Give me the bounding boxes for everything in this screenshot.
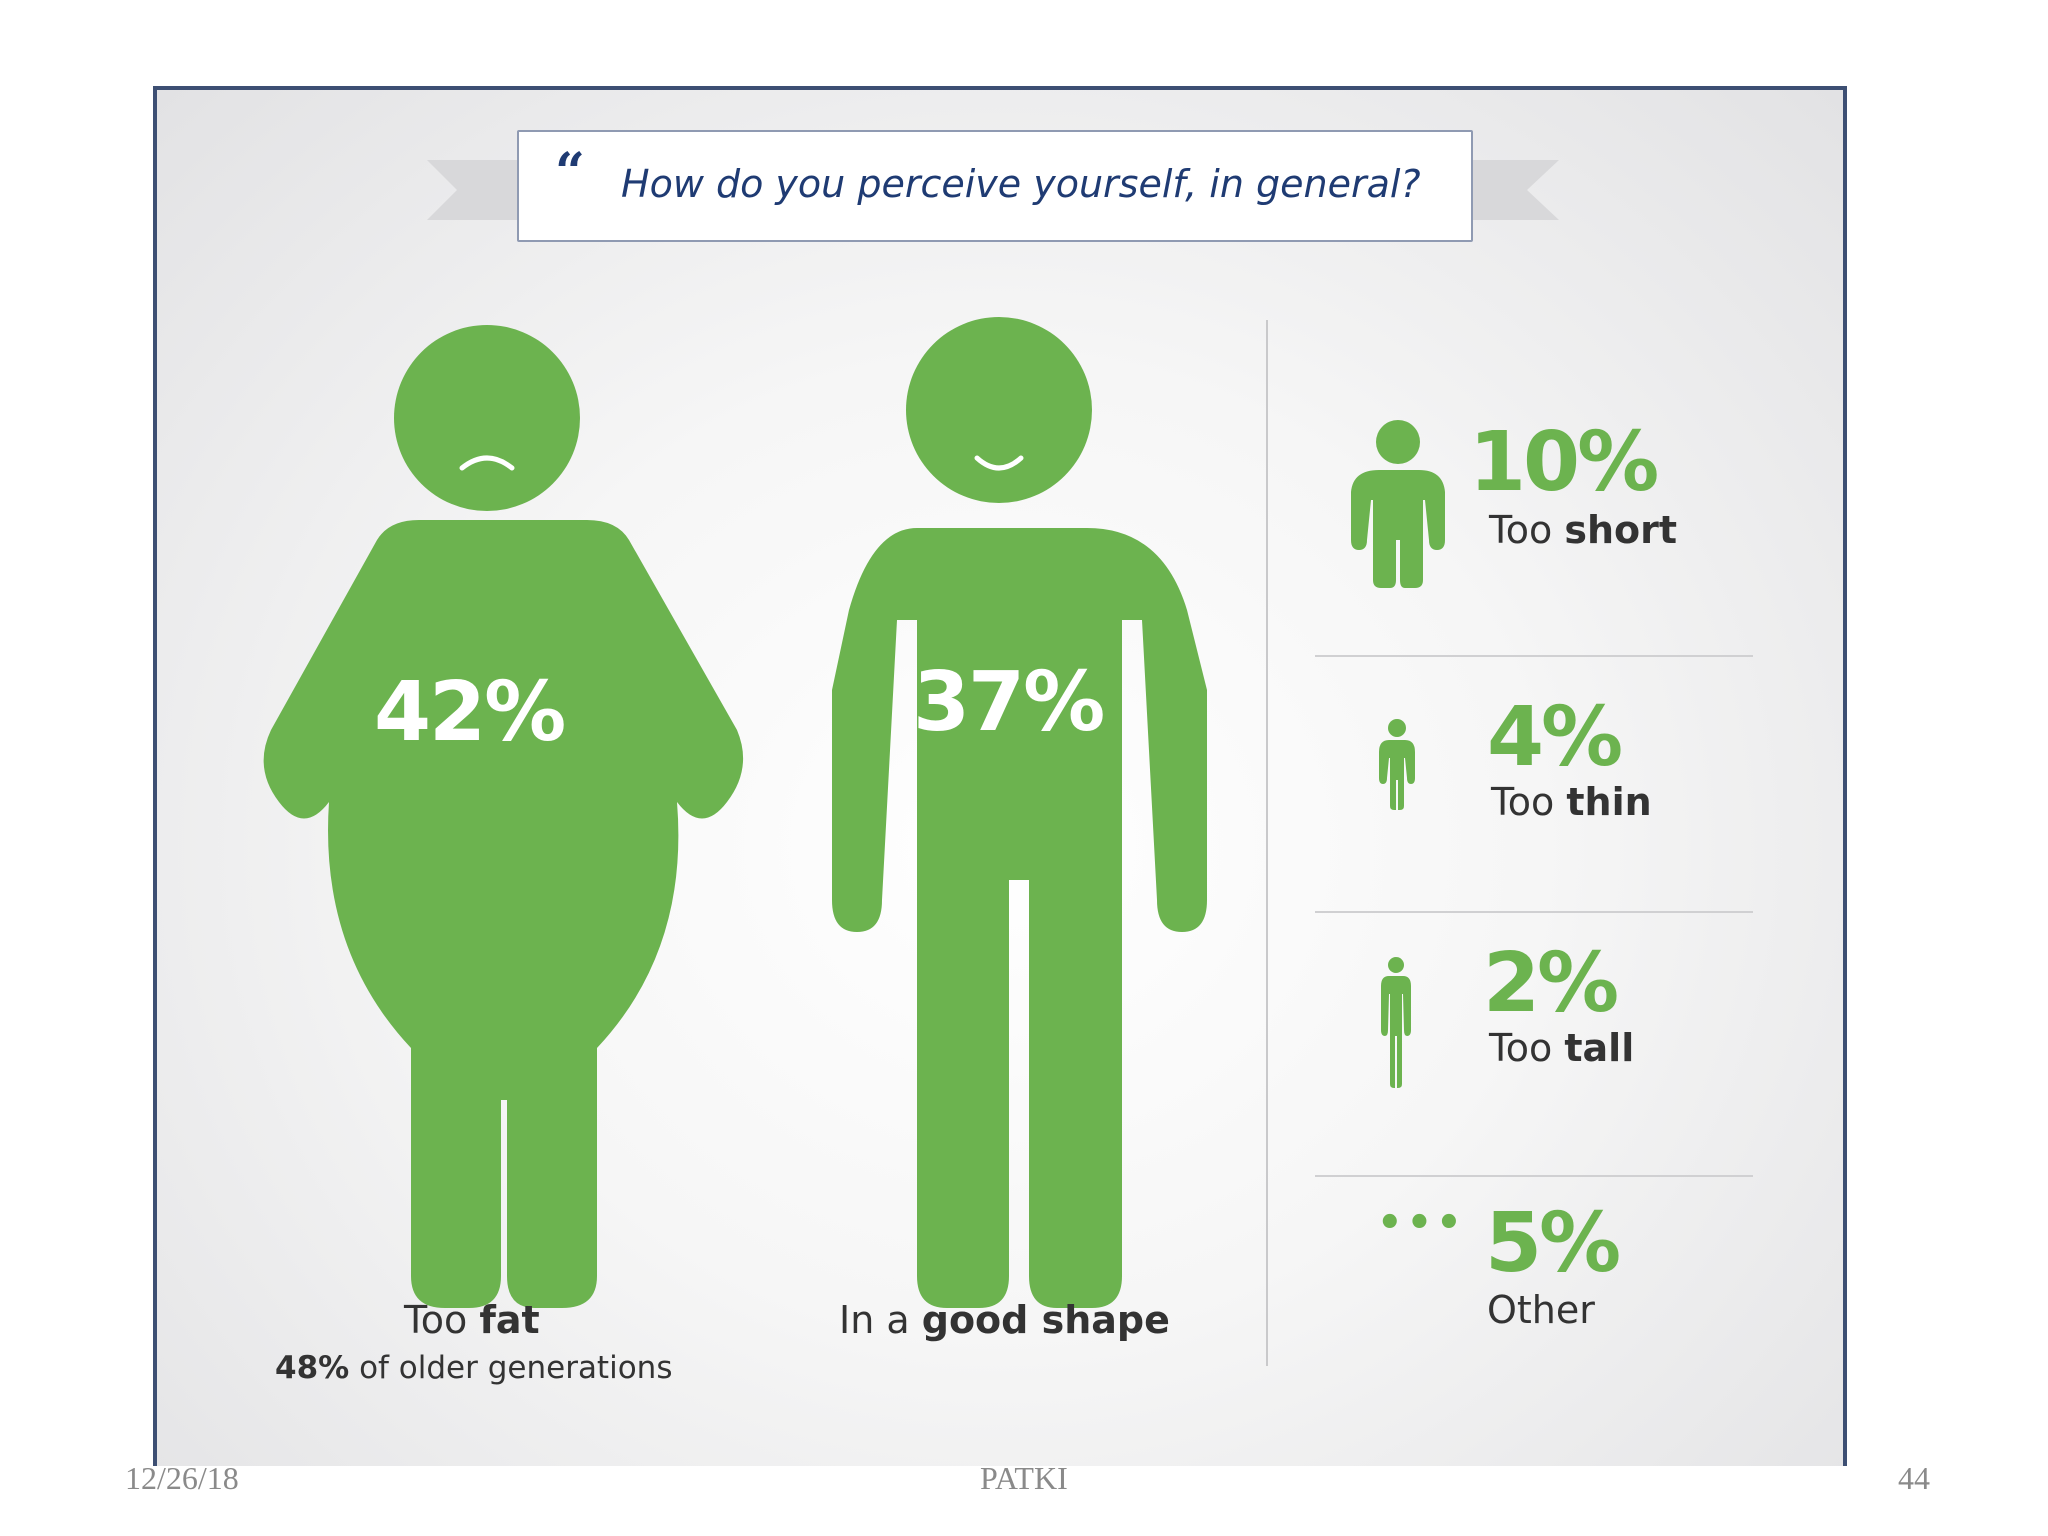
tall-person-icon bbox=[1381, 957, 1411, 1088]
fit-percent: 37% bbox=[913, 655, 1105, 750]
thin-label: Too thin bbox=[1491, 780, 1652, 824]
ribbon-right bbox=[1469, 160, 1559, 220]
fit-label: In a good shape bbox=[839, 1298, 1170, 1342]
ellipsis-icon: ••• bbox=[1377, 1200, 1466, 1246]
tall-label-prefix: Too bbox=[1489, 1026, 1553, 1070]
thin-percent: 4% bbox=[1487, 690, 1623, 785]
thin-label-bold: thin bbox=[1566, 780, 1652, 824]
footer-date: 12/26/18 bbox=[125, 1460, 239, 1496]
fat-label-bold: fat bbox=[479, 1298, 540, 1342]
fat-person-icon bbox=[263, 325, 744, 1308]
question-title-box: “ How do you perceive yourself, in gener… bbox=[517, 130, 1473, 242]
short-label: Too short bbox=[1489, 508, 1677, 552]
infographic-graphic bbox=[263, 160, 1753, 1366]
short-label-prefix: Too bbox=[1489, 508, 1553, 552]
thin-person-icon bbox=[1379, 719, 1415, 810]
fat-label-prefix: Too bbox=[404, 1298, 468, 1342]
fit-person-icon bbox=[832, 317, 1207, 1308]
fat-percent: 42% bbox=[374, 665, 566, 760]
question-title: How do you perceive yourself, in general… bbox=[621, 162, 1421, 206]
older-generations-percent: 48% bbox=[275, 1350, 350, 1386]
short-label-bold: short bbox=[1564, 508, 1678, 552]
other-percent: 5% bbox=[1485, 1196, 1621, 1291]
footer-page-number: 44 bbox=[1898, 1460, 1930, 1496]
tall-percent: 2% bbox=[1483, 936, 1619, 1031]
footer-author: PATKI bbox=[980, 1460, 1068, 1496]
tall-label: Too tall bbox=[1489, 1026, 1634, 1070]
tall-label-bold: tall bbox=[1564, 1026, 1635, 1070]
ribbon-left bbox=[427, 160, 517, 220]
thin-label-prefix: Too bbox=[1491, 780, 1555, 824]
fit-label-bold: good shape bbox=[921, 1298, 1170, 1342]
short-percent: 10% bbox=[1469, 415, 1659, 510]
infographic-frame: “ How do you perceive yourself, in gener… bbox=[153, 86, 1847, 1466]
quote-icon: “ bbox=[555, 142, 585, 203]
short-person-icon bbox=[1351, 420, 1445, 588]
fit-label-prefix: In a bbox=[839, 1298, 910, 1342]
older-generations-text: of older generations bbox=[359, 1350, 673, 1386]
fat-label: Too fat bbox=[404, 1298, 540, 1342]
fat-sublabel: 48% of older generations bbox=[275, 1350, 672, 1386]
other-label: Other bbox=[1487, 1288, 1595, 1332]
